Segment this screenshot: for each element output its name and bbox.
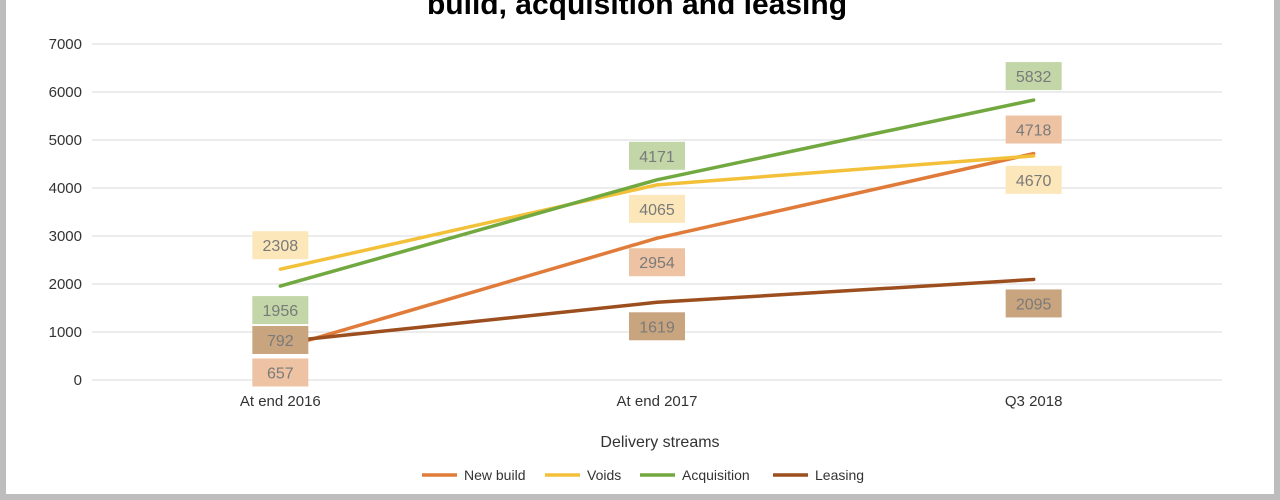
data-label-text: 4171 <box>639 149 675 166</box>
data-label: 5832 <box>1005 62 1062 91</box>
data-label-text: 792 <box>267 333 294 350</box>
x-tick-label: Q3 2018 <box>1005 393 1063 410</box>
series-line-voids <box>278 154 1036 271</box>
data-label-text: 4065 <box>639 202 675 219</box>
series-line-leasing <box>278 277 1036 344</box>
legend-label: Acquisition <box>682 467 750 483</box>
data-label-text: 4718 <box>1016 123 1052 140</box>
data-label-text: 5832 <box>1016 69 1052 86</box>
data-label-text: 2095 <box>1016 296 1052 313</box>
data-label-text: 2954 <box>639 255 675 272</box>
data-label-bg <box>252 231 309 260</box>
data-label: 2954 <box>629 248 685 277</box>
legend-item: Leasing <box>773 467 864 483</box>
data-label-text: 2308 <box>263 238 299 255</box>
data-label: 2308 <box>252 231 309 260</box>
y-axis-ticks: 0 1000 2000 3000 4000 5000 6000 7000 <box>49 36 82 389</box>
data-label-bg <box>1005 62 1062 91</box>
series-line-acquisition <box>278 98 1036 288</box>
data-label-text: 1619 <box>639 319 675 336</box>
legend-item: Acquisition <box>640 467 750 483</box>
y-tick-label: 5000 <box>49 132 82 149</box>
data-label: 4065 <box>629 194 685 223</box>
series-lines <box>278 98 1036 351</box>
series-line-new-build <box>278 151 1036 351</box>
legend-item: New build <box>422 467 525 483</box>
data-label: 2095 <box>1005 289 1062 318</box>
y-tick-label: 0 <box>74 372 82 389</box>
data-label-text: 1956 <box>263 303 299 320</box>
data-label-bg <box>629 141 685 170</box>
data-label-bg <box>1005 115 1062 144</box>
x-axis-ticks: At end 2016 At end 2017 Q3 2018 <box>240 393 1063 410</box>
data-label-text: 657 <box>267 365 294 382</box>
y-tick-label: 4000 <box>49 180 82 197</box>
data-label-bg <box>629 194 685 223</box>
data-label-bg <box>1005 165 1062 194</box>
data-label-bg <box>252 358 309 387</box>
chart-title: build, acquisition and leasing <box>427 0 847 21</box>
y-tick-label: 1000 <box>49 324 82 341</box>
data-label-bg <box>1005 289 1062 318</box>
data-label-text: 4670 <box>1016 173 1052 190</box>
y-tick-label: 2000 <box>49 276 82 293</box>
data-label: 4670 <box>1005 165 1062 194</box>
data-label: 4718 <box>1005 115 1062 144</box>
legend: New build Voids Acquisition Leasing <box>422 467 864 483</box>
data-label: 4171 <box>629 141 685 170</box>
data-label: 1956 <box>252 296 309 325</box>
data-label-bg <box>252 325 309 354</box>
x-axis-title: Delivery streams <box>600 434 719 451</box>
legend-label: New build <box>464 467 525 483</box>
y-tick-label: 3000 <box>49 228 82 245</box>
data-labels: 657 2954 4718 2308 4065 4670 1956 4171 5832 792 16… <box>252 62 1062 387</box>
x-tick-label: At end 2016 <box>240 393 321 410</box>
data-label: 792 <box>252 325 309 354</box>
legend-item: Voids <box>545 467 621 483</box>
data-label: 1619 <box>629 312 685 341</box>
x-tick-label: At end 2017 <box>617 393 698 410</box>
legend-label: Voids <box>587 467 621 483</box>
data-label-bg <box>629 248 685 277</box>
data-label-bg <box>252 296 309 325</box>
legend-label: Leasing <box>815 467 864 483</box>
data-label-bg <box>629 312 685 341</box>
data-label: 657 <box>252 358 309 387</box>
y-tick-label: 7000 <box>49 36 82 53</box>
y-tick-label: 6000 <box>49 84 82 101</box>
